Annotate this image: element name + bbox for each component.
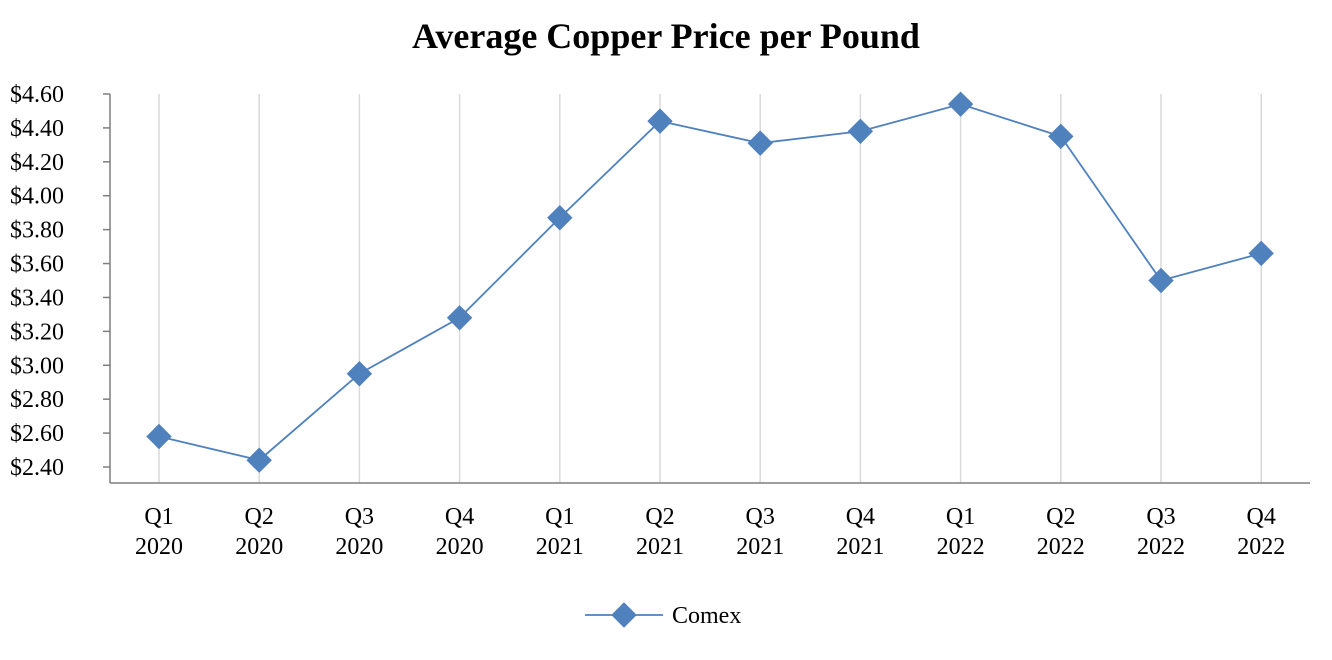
x-tick-label: 2022	[1137, 534, 1185, 560]
legend: Comex	[585, 602, 741, 629]
x-tick-label: 2021	[736, 534, 784, 560]
data-point-marker	[1248, 240, 1274, 267]
x-tick-label: Q1	[144, 504, 173, 530]
data-point-marker	[647, 108, 673, 134]
x-tick-label: Q3	[345, 504, 374, 530]
axes: $2.40 $2.60 $2.80 $3.00 $3.20 $3.40 $3.60 $3.80…	[10, 82, 1310, 560]
x-tick-label: Q1	[946, 504, 975, 530]
x-tick-label: Q4	[445, 504, 474, 530]
y-tick-label: $2.60	[10, 421, 64, 447]
y-tick-label: $2.80	[10, 387, 64, 413]
y-tick-label: $2.40	[10, 455, 64, 481]
y-tick-label: $3.40	[10, 285, 64, 311]
x-tick-label: 2022	[1237, 534, 1285, 560]
legend-marker-comex	[611, 602, 637, 628]
y-tick-label: $4.60	[10, 82, 64, 108]
x-tick-label: 2022	[937, 534, 985, 560]
chart-title: Average Copper Price per Pound	[412, 16, 920, 56]
data-point-marker	[146, 423, 172, 450]
x-tick-label: Q3	[746, 504, 775, 530]
y-tick-label: $3.60	[10, 252, 64, 278]
data-point-marker	[547, 205, 573, 231]
x-tick-label: 2020	[436, 534, 484, 560]
x-tick-label: 2020	[135, 534, 183, 560]
legend-label-comex: Comex	[672, 603, 741, 629]
data-point-marker	[847, 118, 874, 145]
y-tick-label: $4.20	[10, 150, 64, 176]
data-point-marker	[947, 91, 974, 117]
x-tick-label: 2020	[335, 534, 383, 560]
gridlines	[158, 94, 1262, 483]
y-tick-label: $3.80	[10, 218, 64, 244]
x-tick-label: 2021	[636, 534, 684, 560]
data-point-marker	[1048, 123, 1074, 150]
x-tick-label: Q3	[1146, 504, 1175, 530]
data-point-marker	[1148, 267, 1174, 294]
y-tick-label: $3.20	[10, 319, 64, 345]
y-tick-label: $4.40	[10, 116, 64, 142]
series-line-comex	[158, 103, 1262, 462]
x-tick-label: Q2	[1046, 504, 1075, 530]
y-tick-label: $4.00	[10, 184, 64, 210]
y-tick-label: $3.00	[10, 353, 64, 379]
x-tick-label: 2021	[536, 534, 584, 560]
x-tick-label: Q2	[245, 504, 274, 530]
series-comex	[146, 91, 1274, 473]
x-tick-label: 2020	[235, 534, 283, 560]
data-point-marker	[747, 130, 773, 156]
data-point-marker	[246, 447, 272, 473]
x-tick-label: Q4	[1247, 504, 1276, 530]
data-point-marker	[446, 305, 473, 331]
x-tick-label: Q2	[645, 504, 674, 530]
x-tick-label: Q4	[846, 504, 875, 530]
data-point-marker	[346, 361, 373, 387]
x-tick-label: 2022	[1037, 534, 1085, 560]
x-tick-label: 2021	[836, 534, 884, 560]
x-tick-label: Q1	[545, 504, 574, 530]
